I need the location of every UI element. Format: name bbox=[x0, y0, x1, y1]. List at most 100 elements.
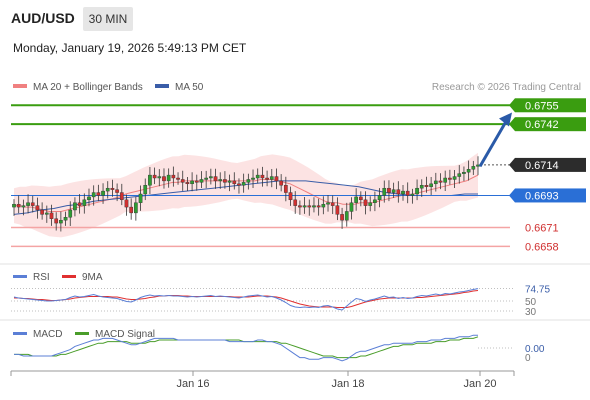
macd-signal-line bbox=[14, 336, 479, 359]
candle bbox=[387, 180, 391, 202]
candles bbox=[12, 156, 480, 232]
candle bbox=[115, 183, 119, 202]
rsi-tick-label: 50 bbox=[525, 297, 537, 308]
level-badge-tip bbox=[509, 117, 515, 132]
candle bbox=[251, 169, 255, 188]
candle bbox=[298, 200, 302, 215]
candle bbox=[232, 172, 237, 190]
candle bbox=[260, 166, 265, 187]
candle bbox=[96, 184, 101, 202]
forecast-arrow-shaft bbox=[478, 120, 508, 168]
level-badge-tip bbox=[509, 157, 515, 172]
candle bbox=[12, 199, 16, 216]
candle bbox=[77, 194, 82, 214]
macd-tick-label-zero: 0 bbox=[525, 353, 531, 364]
candle bbox=[194, 174, 199, 191]
ma50-legend-swatch bbox=[155, 84, 169, 88]
candle bbox=[241, 173, 246, 193]
chart-datetime: Monday, January 19, 2026 5:49:13 PM CET bbox=[13, 41, 247, 55]
candle bbox=[166, 168, 171, 188]
candle bbox=[204, 170, 209, 189]
candle bbox=[283, 176, 288, 202]
macd-legend-swatch bbox=[13, 332, 27, 335]
candle bbox=[49, 204, 54, 226]
candle bbox=[54, 212, 59, 231]
candle bbox=[368, 196, 373, 212]
x-tick-label: Jan 20 bbox=[463, 378, 496, 390]
candle bbox=[213, 168, 218, 189]
candle bbox=[335, 197, 340, 221]
candle bbox=[382, 180, 387, 203]
rsi-tick-label: 30 bbox=[525, 307, 537, 318]
candle bbox=[110, 179, 115, 197]
candle bbox=[255, 168, 260, 184]
level-label-0.6671: 0.6671 bbox=[525, 222, 559, 234]
level-label-0.6693: 0.6693 bbox=[525, 190, 559, 202]
candle bbox=[433, 172, 438, 192]
candle bbox=[199, 171, 204, 189]
rsi-ma-legend-label: 9MA bbox=[82, 272, 103, 283]
macd-legend-label: MACD bbox=[33, 329, 62, 340]
candle bbox=[452, 169, 457, 188]
level-badge-0.6693 bbox=[515, 188, 586, 203]
candle bbox=[396, 181, 401, 203]
candle bbox=[91, 185, 96, 206]
candle bbox=[157, 169, 162, 187]
candle bbox=[176, 172, 180, 185]
candle bbox=[466, 160, 471, 181]
x-tick-label: Jan 16 bbox=[176, 378, 209, 390]
candle bbox=[143, 178, 148, 201]
candle bbox=[471, 160, 476, 175]
candle bbox=[246, 173, 251, 190]
candle bbox=[429, 176, 433, 195]
macd-signal-legend-label: MACD Signal bbox=[95, 329, 155, 340]
candle bbox=[457, 165, 462, 184]
forecast-arrow bbox=[478, 112, 512, 168]
candle bbox=[401, 185, 405, 201]
level-badge-0.6755 bbox=[515, 98, 586, 113]
candle bbox=[326, 195, 330, 212]
ma20-legend-swatch bbox=[13, 84, 27, 88]
candle bbox=[340, 207, 344, 229]
timeframe-button[interactable]: 30 MIN bbox=[83, 7, 133, 31]
rsi-legend-label: RSI bbox=[33, 272, 50, 283]
candle bbox=[185, 177, 190, 191]
candle bbox=[105, 181, 110, 199]
candle bbox=[26, 194, 30, 214]
candle bbox=[410, 188, 415, 204]
candle bbox=[415, 179, 419, 201]
level-label-0.6742: 0.6742 bbox=[525, 119, 559, 131]
candle bbox=[119, 183, 124, 206]
candle bbox=[443, 170, 448, 192]
level-label-0.6755: 0.6755 bbox=[525, 100, 559, 112]
candle bbox=[349, 197, 354, 220]
candle bbox=[391, 182, 396, 198]
candle bbox=[134, 196, 138, 221]
macd-signal-legend-swatch bbox=[75, 332, 89, 335]
copyright-text: Research © 2026 Trading Central bbox=[432, 82, 581, 93]
candle bbox=[227, 174, 232, 192]
candle bbox=[171, 166, 176, 187]
candle bbox=[209, 168, 213, 185]
macd-tick-label: 0.00 bbox=[525, 344, 545, 355]
candle bbox=[30, 195, 35, 213]
level-badge-0.6742 bbox=[515, 117, 586, 132]
candle bbox=[293, 191, 298, 214]
level-labels: 0.6755 0.6742 0.6714 0.6693 0.6671 0.6658 bbox=[509, 98, 586, 253]
candle bbox=[438, 173, 443, 190]
rsi-legend-swatch bbox=[13, 275, 27, 278]
candle bbox=[419, 179, 424, 197]
forecast-arrow-head bbox=[499, 112, 512, 127]
candle bbox=[152, 167, 157, 185]
candle bbox=[312, 197, 316, 213]
rsi-ma-legend-swatch bbox=[62, 275, 76, 278]
candle bbox=[237, 178, 241, 194]
candle bbox=[35, 197, 40, 219]
candle bbox=[148, 167, 152, 194]
candle bbox=[68, 201, 73, 226]
candle bbox=[59, 211, 63, 232]
candle bbox=[344, 202, 349, 227]
candle bbox=[162, 168, 166, 189]
